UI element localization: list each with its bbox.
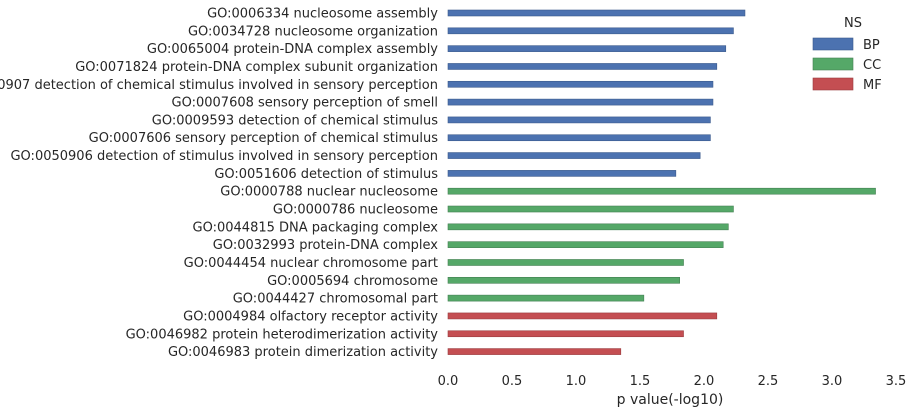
category-label: GO:0007608 sensory perception of smell [172,96,438,111]
category-label: GO:0071824 protein-DNA complex subunit o… [75,60,438,75]
legend-label: MF [863,78,882,93]
bar-mf [447,312,718,320]
x-tick-label: 3.5 [886,374,907,389]
category-label: GO:0000788 nuclear nucleosome [220,185,438,200]
legend-swatch-cc [812,57,854,71]
category-label: GO:0032993 protein-DNA complex [213,238,439,253]
bar-bp [447,170,677,177]
category-label: GO:0009593 detection of chemical stimulu… [152,113,438,128]
x-tick-label: 1.5 [630,374,651,389]
category-label: GO:0005694 chromosome [267,274,438,289]
bar-bp [447,63,718,70]
bar-cc [447,294,645,302]
bar-cc [447,276,680,284]
x-axis-ticks: 0.0 0.5 1.0 1.5 2.0 2.5 3.0 3.5 [438,374,907,389]
category-label: GO:0044427 chromosomal part [233,292,438,307]
category-label: GO:0046983 protein dimerization activity [168,345,438,360]
category-label: GO:0050906 detection of stimulus involve… [10,149,438,164]
x-axis-title: p value(-log10) [617,392,724,408]
x-tick-label: 3.0 [822,374,843,389]
legend-label: BP [863,38,880,53]
bar-bp [447,45,727,52]
bar-cc [447,241,724,248]
category-label: GO:0004984 olfactory receptor activity [183,309,438,324]
x-tick-label: 0.0 [438,374,459,389]
category-label: GO:0051606 detection of stimulus [214,167,438,182]
legend-swatch-mf [812,77,854,91]
x-tick-label: 1.0 [566,374,587,389]
bar-cc [447,223,729,231]
category-label: GO:0007606 sensory perception of chemica… [89,131,439,146]
category-labels: GO:0006334 nucleosome assembly GO:0034728… [0,7,438,361]
bar-cc [447,205,734,213]
category-label: GO:0000786 nucleosome [273,203,438,218]
bar-cc [447,259,684,266]
bar-bp [447,27,734,35]
x-tick-label: 2.0 [694,374,715,389]
category-label: GO:0044815 DNA packaging complex [193,220,439,235]
bar-cc [447,187,876,195]
bar-mf [447,330,684,338]
legend-title: NS [844,16,862,31]
x-tick-label: 2.5 [758,374,779,389]
bar-bp [447,116,711,124]
category-label: GO:0034728 nucleosome organization [188,24,438,39]
bar-bp [447,98,714,106]
bar-mf [447,348,622,355]
bar-bp [447,152,701,159]
legend-swatch-bp [812,37,854,51]
bar-bp [447,134,711,142]
category-label: GO:0006334 nucleosome assembly [207,7,438,22]
category-label: GO:0046982 protein heterodimerization ac… [126,327,439,342]
category-label: GO:0065004 protein-DNA complex assembly [147,42,438,57]
x-tick-label: 0.5 [502,374,523,389]
category-label: GO:0050907 detection of chemical stimulu… [0,78,438,93]
bar-bp [447,80,714,88]
legend-label: CC [863,58,881,73]
legend: NS BP CC MF [812,16,882,93]
category-label: GO:0044454 nuclear chromosome part [184,256,438,271]
bar-bp [447,9,746,17]
bars [447,9,876,355]
